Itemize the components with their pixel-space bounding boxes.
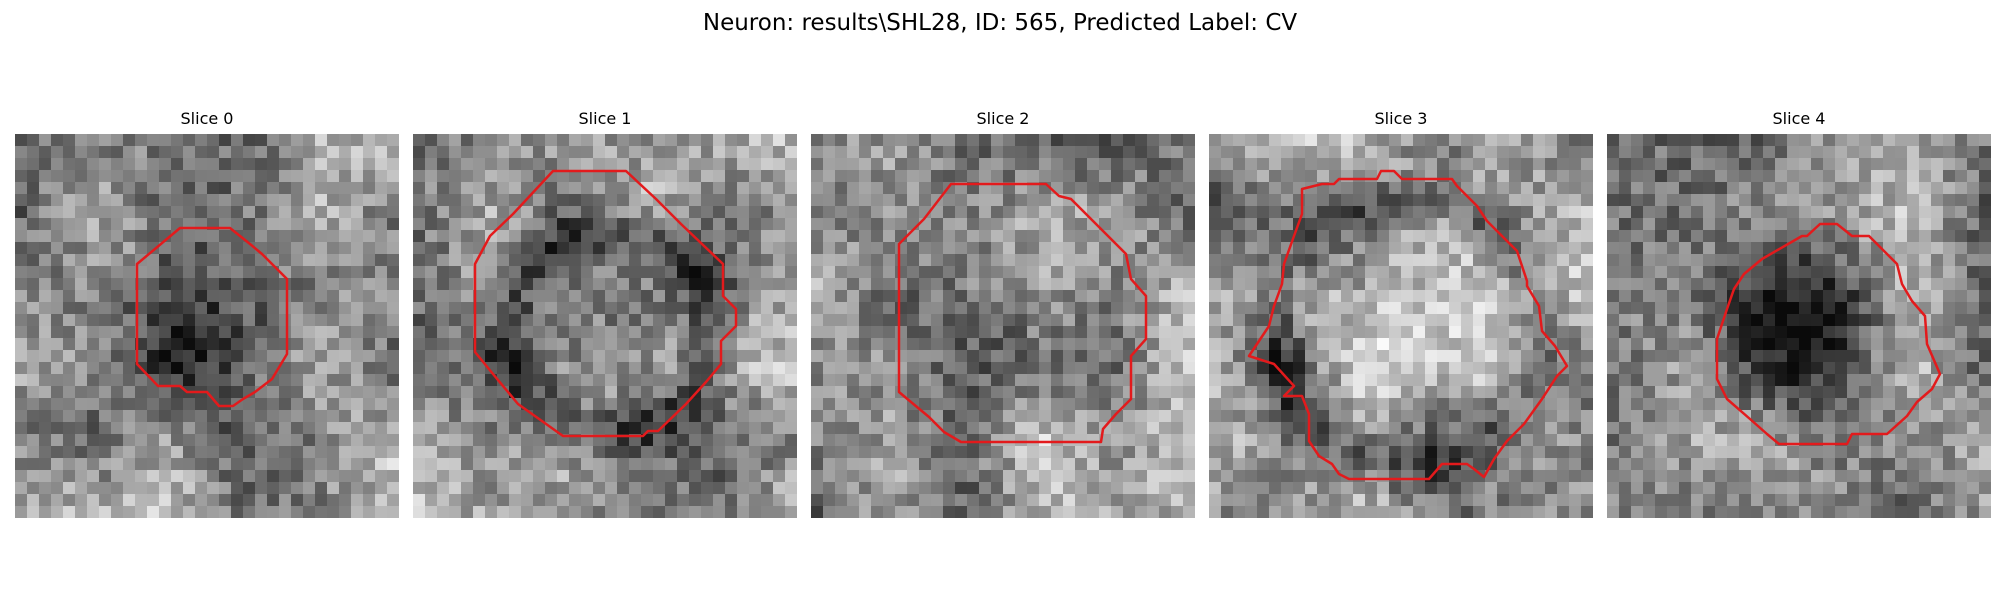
contour-outline bbox=[897, 182, 1148, 444]
slice-panel-3: Slice 3 bbox=[1209, 108, 1593, 518]
contour-outline bbox=[1247, 169, 1569, 481]
slice-panel-4: Slice 4 bbox=[1607, 108, 1991, 518]
slice-image-3 bbox=[1209, 134, 1593, 518]
contour-outline bbox=[473, 169, 738, 438]
figure-title: Neuron: results\SHL28, ID: 565, Predicte… bbox=[702, 10, 1298, 36]
slice-title: Slice 0 bbox=[180, 109, 234, 128]
slice-image-2 bbox=[811, 134, 1195, 518]
contour-outline bbox=[1715, 222, 1942, 446]
slice-image-1 bbox=[413, 134, 797, 518]
slice-title: Slice 3 bbox=[1374, 109, 1428, 128]
slice-panel-2: Slice 2 bbox=[811, 108, 1195, 518]
slice-title: Slice 2 bbox=[976, 109, 1030, 128]
slice-panel-1: Slice 1 bbox=[413, 108, 797, 518]
contour-outline bbox=[135, 226, 289, 408]
slice-image-4 bbox=[1607, 134, 1991, 518]
slice-title: Slice 1 bbox=[578, 109, 632, 128]
slice-panel-0: Slice 0 bbox=[15, 108, 399, 518]
slice-title: Slice 4 bbox=[1772, 109, 1826, 128]
slice-image-0 bbox=[15, 134, 399, 518]
